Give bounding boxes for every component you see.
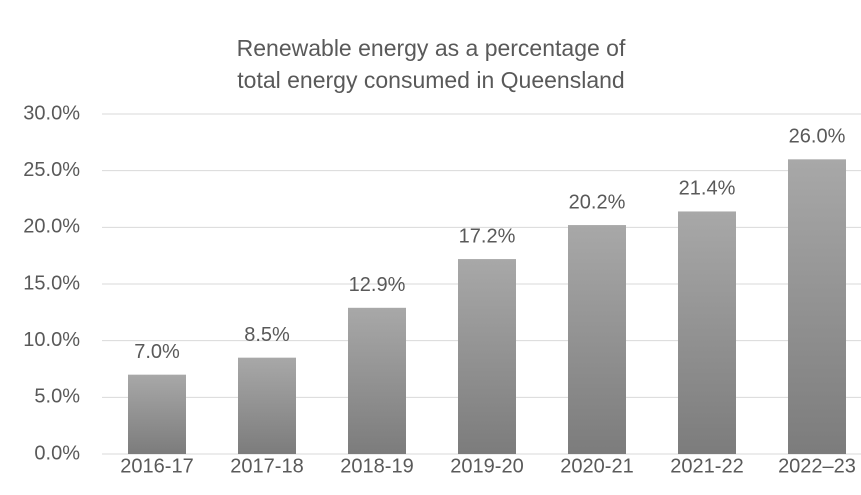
data-label: 26.0% xyxy=(789,126,846,148)
x-tick-label: 2022–23 xyxy=(778,455,856,477)
x-tick-label: 2020-21 xyxy=(560,455,633,477)
y-tick-label: 25.0% xyxy=(23,159,80,181)
x-tick-label: 2021-22 xyxy=(670,455,743,477)
y-tick-label: 20.0% xyxy=(23,216,80,238)
y-tick-label: 10.0% xyxy=(23,329,80,351)
bar xyxy=(348,307,406,454)
x-tick-label: 2017-18 xyxy=(230,455,303,477)
x-tick-label: 2018-19 xyxy=(340,455,413,477)
bar xyxy=(238,357,296,454)
data-label: 20.2% xyxy=(569,191,626,213)
x-tick-label: 2019-20 xyxy=(450,455,523,477)
data-label: 17.2% xyxy=(459,225,516,247)
bar xyxy=(568,225,626,454)
y-tick-label: 0.0% xyxy=(34,442,80,464)
data-label: 8.5% xyxy=(244,324,290,346)
x-tick-label: 2016-17 xyxy=(120,455,193,477)
y-tick-label: 5.0% xyxy=(34,386,80,408)
y-tick-label: 30.0% xyxy=(23,102,80,124)
data-label: 7.0% xyxy=(134,341,180,363)
bar xyxy=(788,159,846,455)
data-label: 12.9% xyxy=(349,274,406,296)
y-tick-label: 15.0% xyxy=(23,272,80,294)
bar xyxy=(458,259,516,454)
data-label: 21.4% xyxy=(679,178,736,200)
bar xyxy=(128,374,186,454)
chart-title: Renewable energy as a percentage of xyxy=(237,35,626,61)
chart-title: total energy consumed in Queensland xyxy=(237,67,624,93)
bar xyxy=(678,211,736,454)
